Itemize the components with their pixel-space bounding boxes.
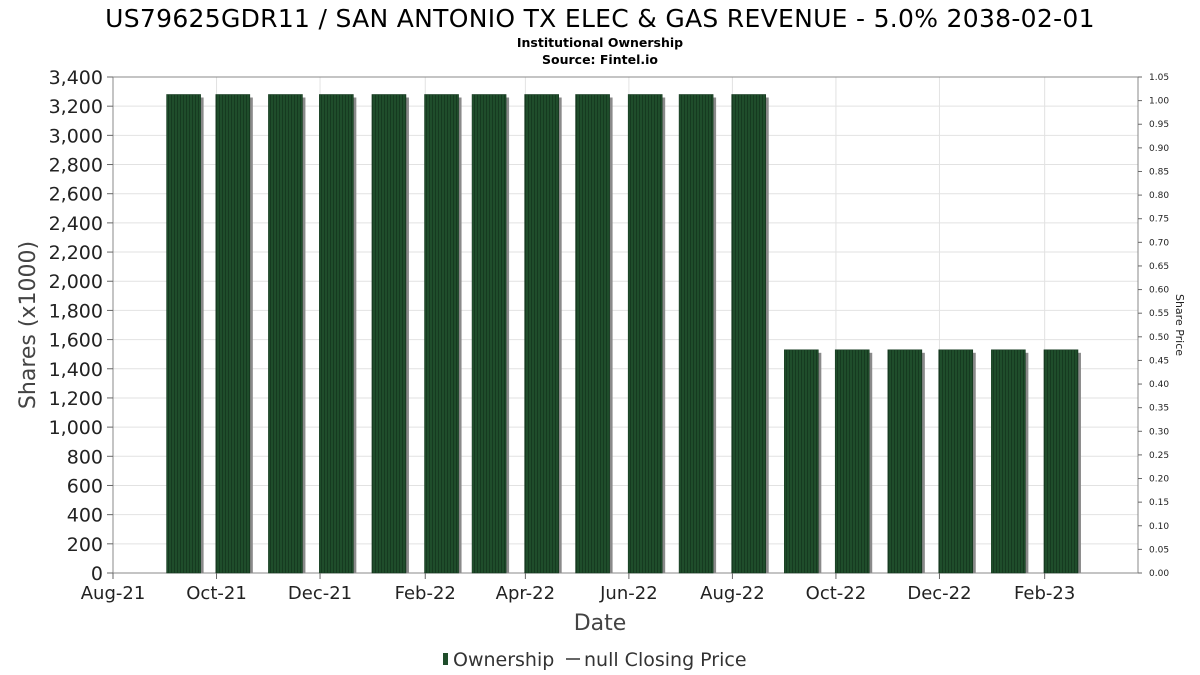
y-axis-ticks: 0 200 400 600 800 1,000 1,200 1,400 1,600 1,800 2,… bbox=[49, 67, 113, 585]
legend: Ownership null Closing Price bbox=[443, 649, 747, 671]
y-tick-label: 1,400 bbox=[49, 359, 103, 381]
y2-tick-label: 0.00 bbox=[1149, 569, 1169, 579]
y2-tick-label: 0.45 bbox=[1149, 356, 1169, 366]
x-tick-label: Oct-21 bbox=[186, 583, 247, 604]
chart-subtitle-2: Source: Fintel.io bbox=[542, 52, 658, 67]
bar-ownership bbox=[424, 94, 459, 574]
x-tick-label: Aug-22 bbox=[700, 583, 765, 604]
y-tick-label: 1,200 bbox=[49, 388, 103, 410]
bar-ownership bbox=[215, 94, 251, 574]
y-tick-label: 2,800 bbox=[49, 155, 103, 177]
bars-layer bbox=[166, 94, 1081, 574]
bar-ownership bbox=[524, 94, 559, 574]
y2-tick-label: 0.95 bbox=[1149, 120, 1169, 130]
y-tick-label: 1,600 bbox=[49, 330, 103, 352]
chart-subtitle-1: Institutional Ownership bbox=[517, 35, 683, 50]
y2-axis-ticks: 0.00 0.05 0.10 0.15 0.20 0.25 0.30 0.35 0.40 0.45… bbox=[1138, 73, 1169, 579]
bar-ownership bbox=[938, 349, 974, 574]
y2-tick-label: 0.85 bbox=[1149, 167, 1169, 177]
plot-frame bbox=[112, 76, 1139, 574]
y-tick-label: 2,600 bbox=[49, 184, 103, 206]
x-tick-label: Aug-21 bbox=[81, 583, 146, 604]
bar-ownership bbox=[575, 94, 610, 574]
chart-title: US79625GDR11 / SAN ANTONIO TX ELEC & GAS… bbox=[105, 4, 1095, 33]
y-tick-label: 2,400 bbox=[49, 213, 103, 235]
bar-ownership bbox=[784, 349, 819, 574]
x-tick-label: Dec-21 bbox=[288, 583, 352, 604]
y2-tick-label: 0.70 bbox=[1149, 238, 1169, 248]
x-tick-label: Apr-22 bbox=[496, 583, 555, 604]
y-tick-label: 3,400 bbox=[49, 67, 103, 89]
y2-tick-label: 0.10 bbox=[1149, 522, 1169, 532]
bar-ownership bbox=[678, 94, 714, 574]
x-axis-label: Date bbox=[574, 611, 627, 636]
y-tick-label: 200 bbox=[67, 534, 103, 556]
bar-ownership bbox=[1043, 349, 1079, 574]
y2-tick-label: 0.60 bbox=[1149, 286, 1169, 296]
y-tick-label: 800 bbox=[67, 446, 103, 468]
bar-ownership bbox=[991, 349, 1026, 574]
grid-layer bbox=[112, 76, 1138, 574]
x-tick-label: Feb-22 bbox=[395, 583, 456, 604]
y-tick-label: 1,000 bbox=[49, 417, 103, 439]
y2-tick-label: 0.35 bbox=[1149, 404, 1169, 414]
bar-ownership bbox=[268, 94, 303, 574]
y2-tick-label: 0.15 bbox=[1149, 498, 1169, 508]
y2-tick-label: 0.90 bbox=[1149, 144, 1169, 154]
y2-tick-label: 0.80 bbox=[1149, 191, 1169, 201]
y2-tick-label: 0.40 bbox=[1149, 380, 1169, 390]
y2-tick-label: 0.65 bbox=[1149, 262, 1169, 272]
y-tick-label: 1,800 bbox=[49, 300, 103, 322]
y-tick-label: 0 bbox=[91, 563, 103, 585]
x-tick-label: Jun-22 bbox=[599, 583, 658, 604]
bar-ownership bbox=[627, 94, 663, 574]
y2-tick-label: 0.20 bbox=[1149, 475, 1169, 485]
y2-tick-label: 0.55 bbox=[1149, 309, 1169, 319]
bar-ownership bbox=[731, 94, 767, 574]
y2-tick-label: 1.05 bbox=[1149, 73, 1169, 83]
bar-ownership bbox=[371, 94, 407, 574]
y-tick-label: 2,200 bbox=[49, 242, 103, 264]
y-tick-label: 600 bbox=[67, 475, 103, 497]
legend-label-ownership: Ownership bbox=[453, 649, 554, 671]
y-tick-label: 2,000 bbox=[49, 271, 103, 293]
y-tick-label: 400 bbox=[67, 505, 103, 527]
x-axis-ticks: Aug-21 Oct-21 Dec-21 Feb-22 Apr-22 Jun-22 Aug-… bbox=[81, 573, 1075, 604]
bar-ownership bbox=[166, 94, 201, 574]
y2-tick-label: 1.00 bbox=[1149, 97, 1169, 107]
x-tick-label: Oct-22 bbox=[806, 583, 867, 604]
bar-ownership bbox=[319, 94, 354, 574]
bar-ownership bbox=[471, 94, 507, 574]
y2-tick-label: 0.50 bbox=[1149, 333, 1169, 343]
legend-label-price: null Closing Price bbox=[584, 649, 747, 671]
bar-ownership bbox=[834, 349, 870, 574]
x-tick-label: Dec-22 bbox=[907, 583, 971, 604]
y2-tick-label: 0.75 bbox=[1149, 215, 1169, 225]
y-tick-label: 3,200 bbox=[49, 96, 103, 118]
y-tick-label: 3,000 bbox=[49, 125, 103, 147]
x-tick-label: Feb-23 bbox=[1014, 583, 1075, 604]
y2-tick-label: 0.25 bbox=[1149, 451, 1169, 461]
y2-tick-label: 0.05 bbox=[1149, 545, 1169, 555]
legend-swatch-ownership bbox=[443, 653, 448, 665]
y2-tick-label: 0.30 bbox=[1149, 427, 1169, 437]
y2-axis-label: Share Price bbox=[1173, 294, 1186, 356]
y-axis-label: Shares (x1000) bbox=[16, 241, 41, 409]
bar-ownership bbox=[887, 349, 923, 574]
